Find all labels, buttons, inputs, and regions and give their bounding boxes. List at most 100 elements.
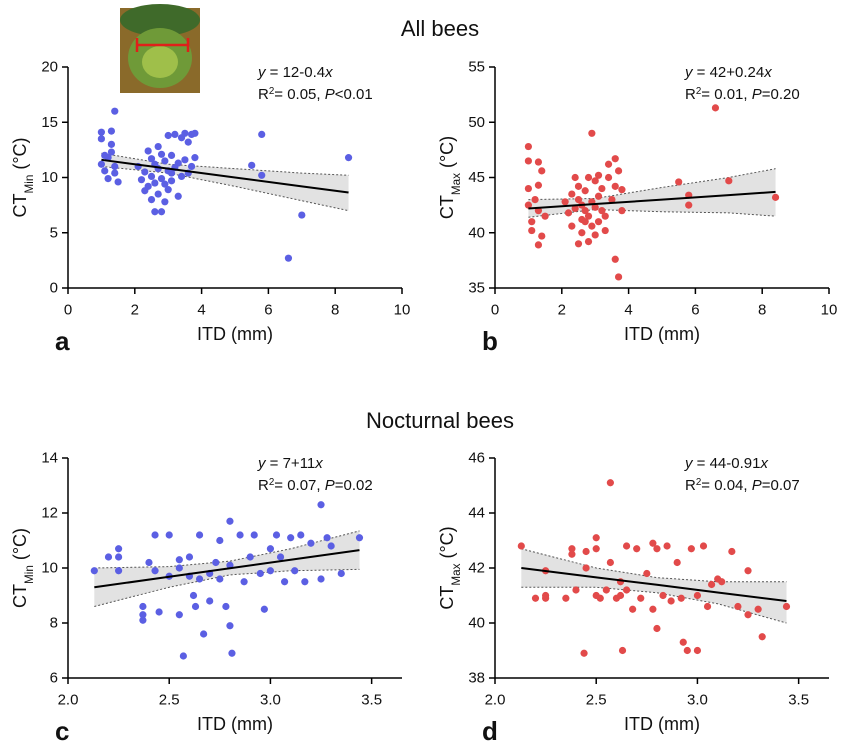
data-point xyxy=(574,182,583,190)
y-tick-label: 38 xyxy=(468,670,485,687)
data-point xyxy=(568,190,576,198)
regression-line xyxy=(101,158,349,194)
text-part: R xyxy=(258,86,269,103)
x-tick-label: 3.5 xyxy=(788,692,809,709)
data-point xyxy=(598,207,606,215)
data-point xyxy=(216,536,224,545)
stats-annotation: R2= 0.07, P=0.02 xyxy=(258,477,373,495)
data-point xyxy=(622,586,631,594)
data-point xyxy=(104,553,113,561)
photo-head xyxy=(120,4,200,36)
section-heading: Nocturnal bees xyxy=(366,408,514,433)
data-point xyxy=(580,649,588,657)
data-point xyxy=(97,135,105,143)
data-point xyxy=(534,181,543,189)
x-tick-label: 2 xyxy=(558,302,566,319)
x-tick-label: 0 xyxy=(64,302,72,319)
panel-letter: a xyxy=(55,326,70,356)
data-point xyxy=(256,569,264,578)
data-point xyxy=(564,209,573,217)
text-part: CT xyxy=(437,195,457,219)
data-point xyxy=(592,534,600,542)
data-point xyxy=(699,542,708,550)
data-point xyxy=(604,160,613,168)
y-tick-label: 14 xyxy=(41,450,58,467)
text-part: R xyxy=(685,477,696,494)
data-point xyxy=(601,226,609,235)
data-point xyxy=(189,591,198,600)
data-point xyxy=(317,501,325,509)
y-tick-label: 40 xyxy=(468,224,485,241)
text-part: y xyxy=(257,455,267,472)
x-tick-label: 3.0 xyxy=(687,692,708,709)
data-point xyxy=(291,567,299,575)
confidence-lower xyxy=(521,586,787,624)
y-tick-label: 6 xyxy=(50,670,58,687)
data-point xyxy=(633,545,641,553)
data-point xyxy=(618,207,626,215)
data-point xyxy=(191,129,199,137)
data-point xyxy=(107,127,116,135)
data-point xyxy=(584,173,593,182)
data-point xyxy=(542,591,550,600)
data-point xyxy=(538,232,546,240)
data-point xyxy=(175,564,183,572)
stats-annotation: y = 44-0.91x xyxy=(684,455,768,472)
data-point xyxy=(260,605,268,613)
data-point xyxy=(161,180,169,188)
data-point xyxy=(581,187,589,195)
data-point xyxy=(614,167,623,175)
data-point xyxy=(604,173,613,182)
data-point xyxy=(181,129,189,137)
x-tick-label: 3.0 xyxy=(260,692,281,709)
data-point xyxy=(582,564,590,572)
data-point xyxy=(578,229,586,237)
stats-annotation: R2= 0.04, P=0.07 xyxy=(685,477,800,495)
data-point xyxy=(592,545,600,553)
data-point xyxy=(323,534,331,542)
data-point xyxy=(175,611,183,619)
data-point xyxy=(571,204,579,213)
data-point xyxy=(598,184,606,193)
data-point xyxy=(97,128,105,136)
data-point xyxy=(663,542,671,550)
y-tick-label: 12 xyxy=(41,505,58,522)
text-part: = 44-0.91 xyxy=(693,455,761,472)
photo-scutum xyxy=(142,46,178,78)
data-point xyxy=(534,158,543,166)
x-tick-label: 0 xyxy=(491,302,499,319)
data-point xyxy=(591,177,599,185)
data-point xyxy=(137,176,146,184)
data-point xyxy=(206,597,214,605)
data-point xyxy=(754,605,762,613)
text-part: CT xyxy=(10,194,30,218)
data-point xyxy=(141,168,149,176)
x-axis-label: ITD (mm) xyxy=(624,324,700,344)
text-part: (°C) xyxy=(437,526,457,563)
text-part: 2 xyxy=(696,86,701,97)
data-point xyxy=(258,171,266,179)
data-point xyxy=(618,186,626,194)
y-tick-label: 46 xyxy=(468,450,485,467)
text-part: Max xyxy=(450,173,463,195)
data-point xyxy=(167,151,176,159)
data-point xyxy=(602,586,610,594)
data-point xyxy=(582,547,590,556)
data-point xyxy=(226,517,234,525)
data-point xyxy=(258,130,266,139)
data-point xyxy=(517,542,525,550)
data-point xyxy=(115,567,123,575)
data-point xyxy=(144,182,152,190)
data-point xyxy=(571,173,579,182)
data-point xyxy=(718,578,726,586)
data-point xyxy=(707,580,716,589)
text-part: y xyxy=(257,64,267,81)
data-point xyxy=(581,207,589,215)
data-point xyxy=(147,196,156,204)
data-point xyxy=(174,159,182,167)
data-point xyxy=(728,547,736,556)
text-part: = 42+0.24 xyxy=(693,64,765,81)
data-point xyxy=(337,569,345,578)
y-tick-label: 15 xyxy=(41,114,58,131)
